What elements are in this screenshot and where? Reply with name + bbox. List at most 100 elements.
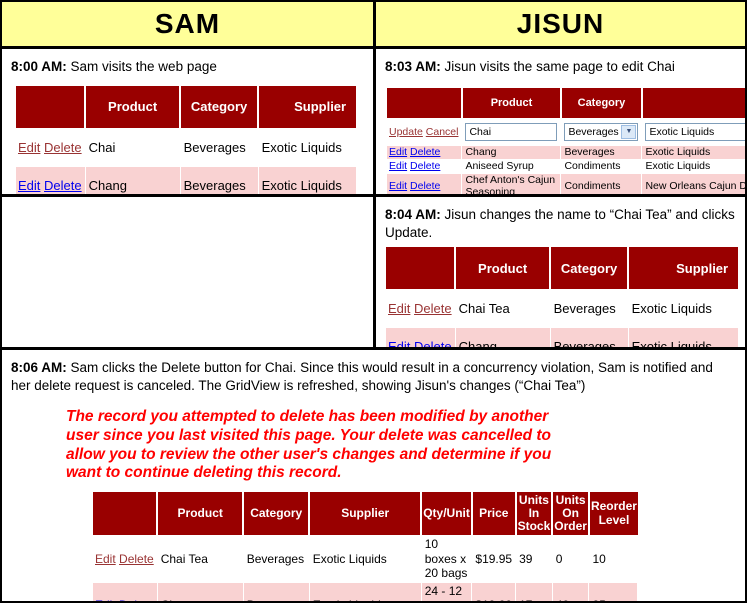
caption-text: Sam visits the web page xyxy=(70,59,217,74)
delete-link[interactable]: Delete xyxy=(119,551,154,566)
edit-link[interactable]: Edit xyxy=(389,160,408,173)
table-row: Edit Delete Chang Beverages Exotic Liqui… xyxy=(385,144,745,160)
products-gridview-0800: Product Category Supplier Edit Delete Ch… xyxy=(15,86,357,194)
category-cell: Beverages xyxy=(242,581,310,601)
category-cell: Condiments xyxy=(560,158,643,174)
units-on-order-cell: 40 xyxy=(551,581,590,601)
category-select-value: Beverages xyxy=(568,125,619,138)
actions-column-header xyxy=(386,88,462,119)
actions-column-header xyxy=(15,86,86,129)
edit-link[interactable]: Edit xyxy=(18,139,41,155)
sam-title-label: SAM xyxy=(154,8,221,39)
timestamp: 8:06 AM: xyxy=(11,360,67,375)
units-in-stock-cell: 39 xyxy=(515,535,553,583)
delete-link[interactable]: Delete xyxy=(44,139,82,155)
supplier-cell: Exotic Liquids xyxy=(627,288,739,328)
product-cell: Chang xyxy=(156,581,244,601)
units-in-stock-cell: 17 xyxy=(515,581,553,601)
delete-link[interactable]: Delete xyxy=(414,338,452,350)
jisun-0804-panel: 8:04 AM: Jisun changes the name to “Chai… xyxy=(376,197,745,350)
delete-link[interactable]: Delete xyxy=(410,160,441,173)
category-select[interactable]: Beverages ▼ xyxy=(564,122,639,141)
update-link[interactable]: Update xyxy=(389,125,423,138)
table-row: Edit Delete Aniseed Syrup Condiments Exo… xyxy=(385,158,745,174)
delete-link[interactable]: Delete xyxy=(410,146,441,159)
reorder-level-column-header: Reorder Level xyxy=(587,491,638,536)
edit-link[interactable]: Edit xyxy=(18,177,41,193)
row-actions: Edit Delete xyxy=(92,535,158,583)
supplier-column-header: Supplier xyxy=(257,86,357,129)
reorder-level-cell: 10 xyxy=(588,535,639,583)
table-row: Edit Delete Chang Beverages Exotic Liqui… xyxy=(385,326,739,350)
sam-0800-panel: 8:00 AM: Sam visits the web page Product… xyxy=(2,49,376,197)
row-actions: Edit Delete xyxy=(385,172,463,194)
category-cell: Beverages xyxy=(549,326,629,347)
jisun-title-label: JISUN xyxy=(516,8,605,39)
supplier-column-header: Supplier xyxy=(308,491,422,536)
row-actions: Update Cancel xyxy=(385,117,463,146)
edit-link[interactable]: Edit xyxy=(95,598,116,601)
product-column-header: Product xyxy=(454,247,551,290)
category-column-header: Category xyxy=(179,86,259,129)
gridview-header-row: Product Category Supplier xyxy=(15,86,357,129)
gridview-header-row: Product Category Supplier xyxy=(386,88,745,119)
delete-link[interactable]: Delete xyxy=(119,598,154,601)
edit-link[interactable]: Edit xyxy=(388,300,411,316)
category-cell: Beverages xyxy=(242,535,310,583)
delete-link[interactable]: Delete xyxy=(44,177,82,193)
gridview-header-row: Product Category Supplier Qty/Unit Price… xyxy=(92,491,638,536)
product-name-input[interactable] xyxy=(465,122,558,141)
sam-column-title: SAM xyxy=(2,2,376,49)
delete-link[interactable]: Delete xyxy=(410,179,441,192)
supplier-input[interactable] xyxy=(645,122,745,141)
jisun-0803-panel: 8:03 AM: Jisun visits the same page to e… xyxy=(376,49,745,197)
supplier-cell: Exotic Liquids xyxy=(257,127,357,167)
category-edit-cell: Beverages ▼ xyxy=(560,117,643,146)
edit-mode-row: Update Cancel Beverages ▼ xyxy=(385,117,745,146)
timestamp: 8:00 AM: xyxy=(11,59,67,74)
category-cell: Beverages xyxy=(549,288,629,328)
product-column-header: Product xyxy=(156,491,244,536)
jisun-0803-caption: 8:03 AM: Jisun visits the same page to e… xyxy=(376,49,745,76)
supplier-column-header: Supplier xyxy=(640,88,745,119)
products-gridview-0806: Product Category Supplier Qty/Unit Price… xyxy=(92,491,639,601)
category-cell: Beverages xyxy=(179,165,259,194)
row-actions: Edit Delete xyxy=(385,158,463,174)
edit-link[interactable]: Edit xyxy=(389,179,408,192)
timestamp: 8:04 AM: xyxy=(385,207,441,222)
units-on-order-column-header: Units On Order xyxy=(551,491,589,536)
table-row: Edit Delete Chang Beverages Exotic Liqui… xyxy=(92,581,639,601)
table-row: Edit Delete Chai Beverages Exotic Liquid… xyxy=(15,127,357,167)
sam-0806-panel: 8:06 AM: Sam clicks the Delete button fo… xyxy=(2,350,745,601)
row-actions: Edit Delete xyxy=(385,144,463,160)
delete-link[interactable]: Delete xyxy=(414,300,452,316)
dropdown-arrow-icon: ▼ xyxy=(621,124,637,139)
category-column-header: Category xyxy=(549,247,629,290)
supplier-cell: Exotic Liquids xyxy=(257,165,357,194)
product-column-header: Product xyxy=(460,88,561,119)
edit-link[interactable]: Edit xyxy=(389,146,408,159)
product-edit-cell xyxy=(461,117,562,146)
cancel-link[interactable]: Cancel xyxy=(425,125,459,138)
supplier-cell: Exotic Liquids xyxy=(627,326,739,347)
actions-column-header xyxy=(92,491,158,536)
product-cell: Chai Tea xyxy=(454,288,551,328)
supplier-edit-cell xyxy=(641,117,745,146)
category-column-header: Category xyxy=(559,88,642,119)
product-column-header: Product xyxy=(84,86,181,129)
qty-unit-cell: 24 - 12 oz bottles xyxy=(420,581,473,601)
caption-text: Jisun changes the name to “Chai Tea” and… xyxy=(385,207,735,241)
product-cell: Chang xyxy=(84,165,181,194)
edit-link[interactable]: Edit xyxy=(95,551,116,566)
price-column-header: Price xyxy=(470,491,516,536)
category-cell: Beverages xyxy=(179,127,259,167)
supplier-cell: Exotic Liquids xyxy=(308,581,422,601)
sam-0800-caption: 8:00 AM: Sam visits the web page xyxy=(2,49,373,76)
row-actions: Edit Delete xyxy=(15,165,86,194)
edit-link[interactable]: Edit xyxy=(388,338,411,350)
jisun-0804-caption: 8:04 AM: Jisun changes the name to “Chai… xyxy=(376,197,745,242)
product-cell: Aniseed Syrup xyxy=(461,158,562,174)
caption-text: Sam clicks the Delete button for Chai. S… xyxy=(11,360,713,394)
table-row: Edit Delete Chai Tea Beverages Exotic Li… xyxy=(92,535,639,583)
